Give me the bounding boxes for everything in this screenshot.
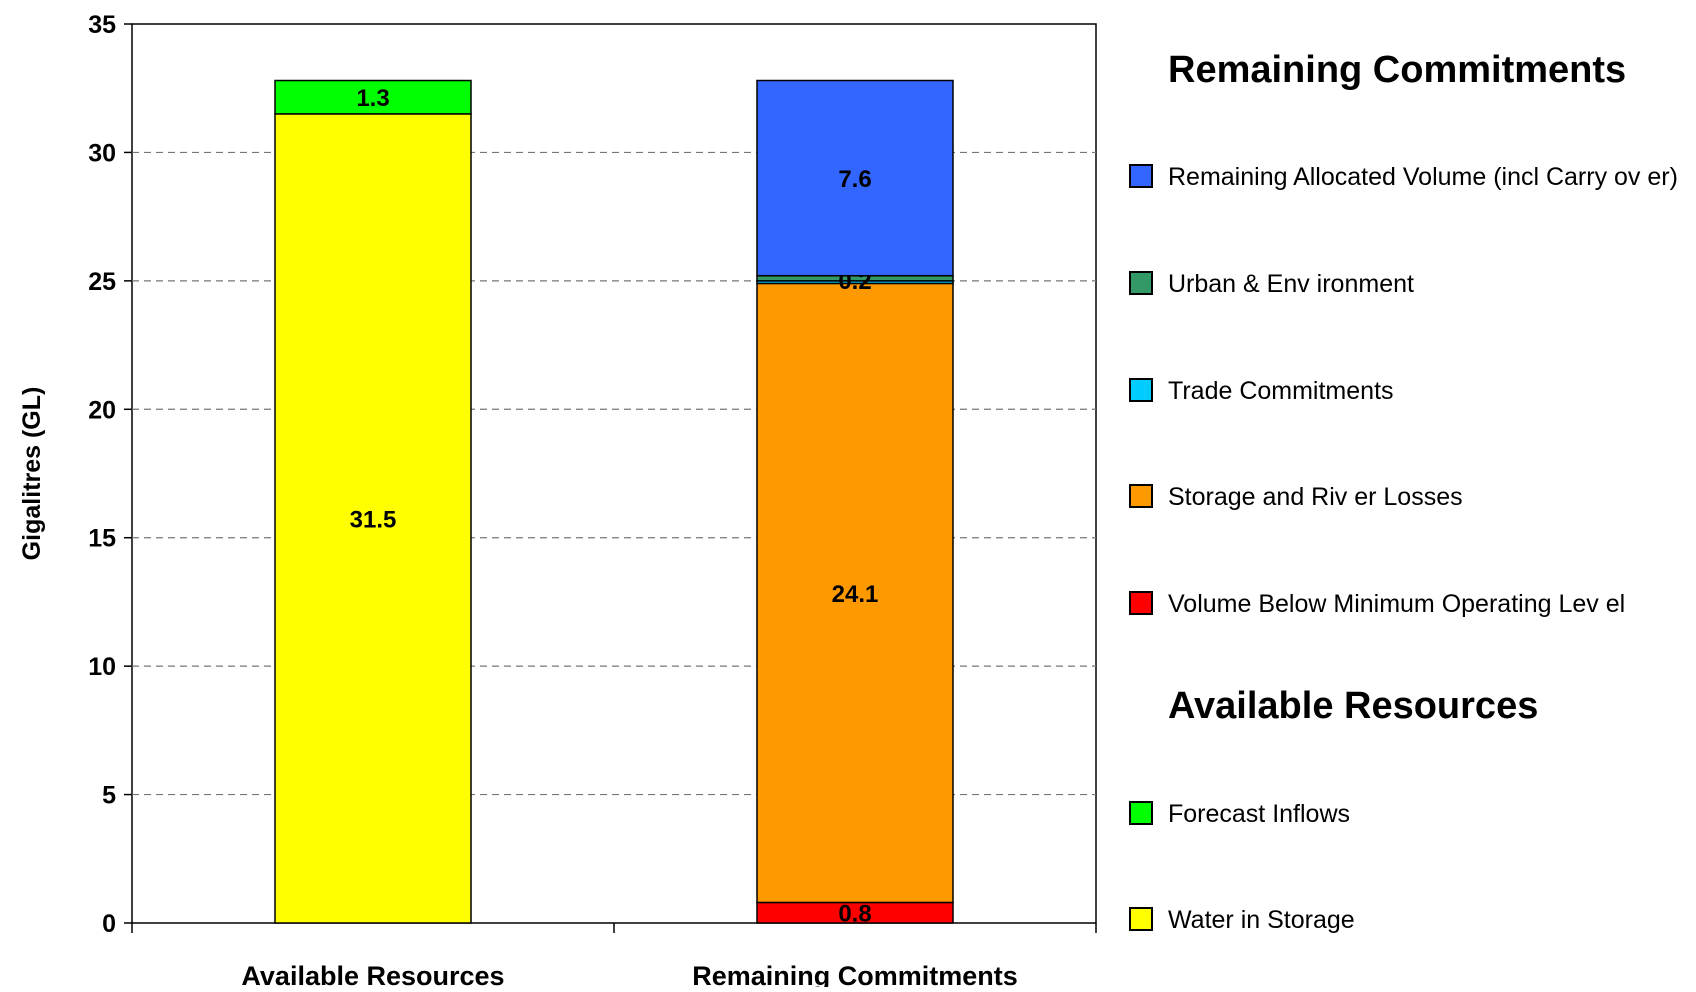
legend-swatch [1129, 591, 1153, 615]
y-tick-label: 20 [88, 396, 116, 424]
data-label: 7.6 [838, 166, 871, 193]
legend-item-label: Trade Commitments [1168, 377, 1394, 405]
legend-item-label: Water in Storage [1168, 906, 1355, 934]
x-category-label: Available Resources [241, 961, 504, 987]
legend-swatch [1129, 164, 1153, 188]
legend-item-label: Forecast Inflows [1168, 800, 1350, 828]
y-tick-label: 15 [88, 525, 116, 553]
y-axis-title: Gigalitres (GL) [18, 387, 46, 561]
x-category-label: Remaining Commitments [692, 961, 1018, 987]
data-label: 0.8 [838, 901, 871, 928]
y-tick-label: 35 [88, 11, 116, 39]
legend-swatch [1129, 801, 1153, 825]
legend-swatch [1129, 907, 1153, 931]
y-tick-label: 10 [88, 653, 116, 681]
legend-heading: Remaining Commitments [1168, 49, 1626, 91]
bar-segment [756, 79, 954, 277]
y-tick-label: 25 [88, 268, 116, 296]
data-label: 31.5 [350, 506, 397, 533]
y-tick-label: 30 [88, 139, 116, 167]
legend-swatch [1129, 378, 1153, 402]
bar-segment [274, 113, 472, 924]
bar-segment [274, 79, 472, 115]
y-tick-label: 0 [102, 910, 116, 938]
legend-swatch [1129, 271, 1153, 295]
y-tick-label: 5 [102, 782, 116, 810]
legend-item-label: Urban & Env ironment [1168, 270, 1414, 298]
legend-swatch [1129, 484, 1153, 508]
data-label: 1.3 [356, 85, 389, 112]
legend-item-label: Storage and Riv er Losses [1168, 483, 1463, 511]
data-label: 24.1 [832, 581, 879, 608]
legend-item-label: Remaining Allocated Volume (incl Carry o… [1168, 163, 1678, 191]
legend-item-label: Volume Below Minimum Operating Lev el [1168, 590, 1625, 618]
bar-segment [756, 282, 954, 904]
legend-heading: Available Resources [1168, 685, 1538, 727]
